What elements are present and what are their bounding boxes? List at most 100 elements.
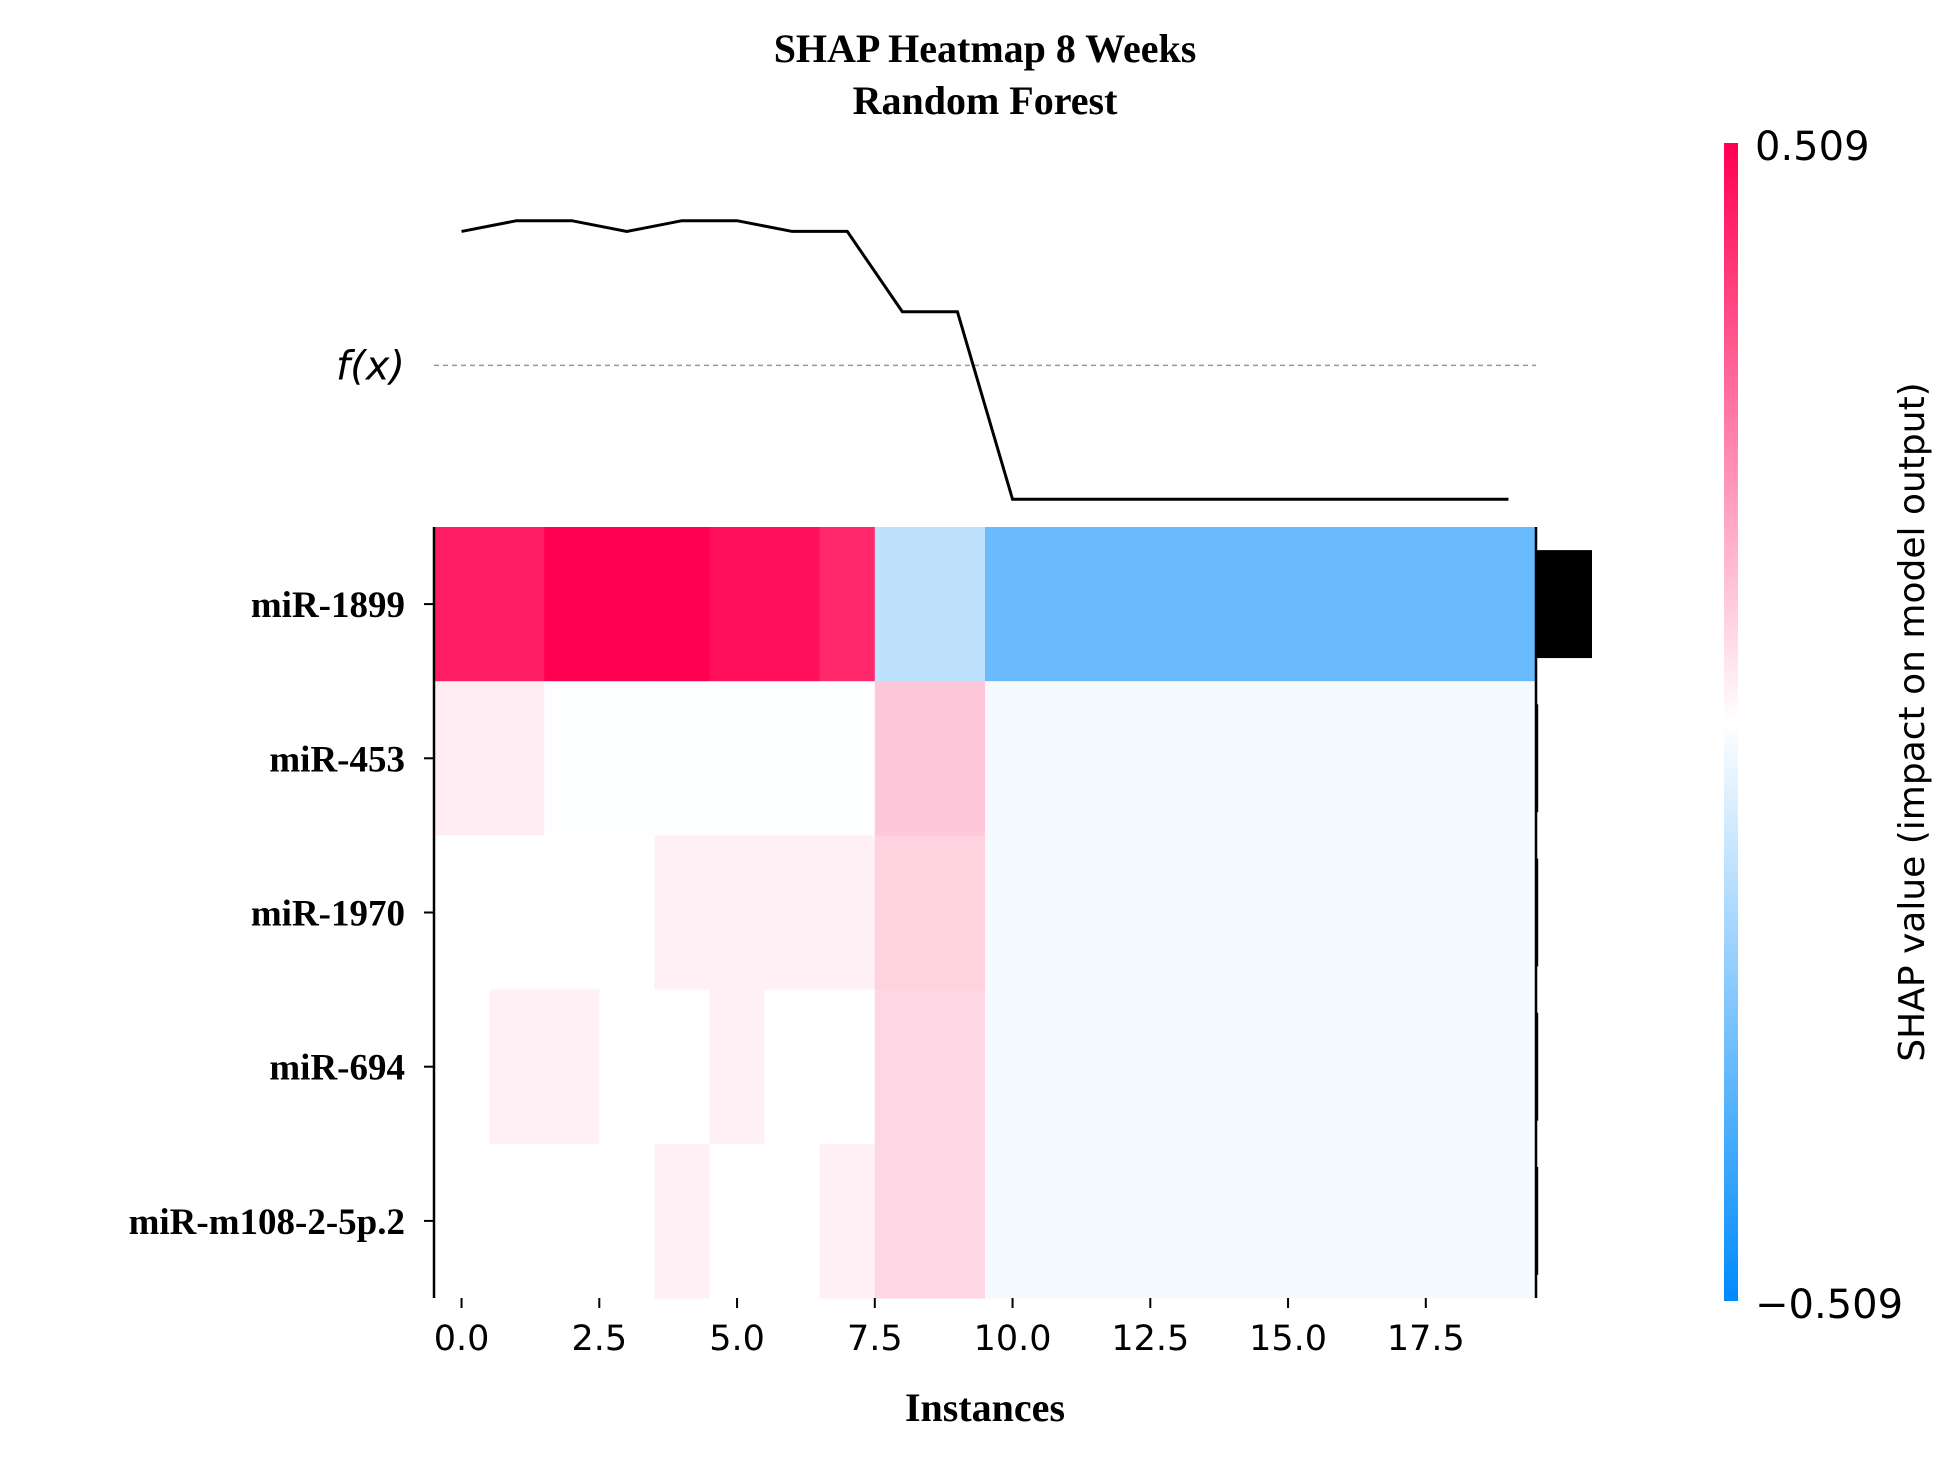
heatmap-cell — [764, 835, 821, 991]
heatmap-cell — [1095, 835, 1151, 991]
heatmap-cell — [1315, 1143, 1372, 1299]
feature-labels: miR-1899 miR-453 miR-1970 miR-694 miR-m108-2… — [129, 585, 434, 1243]
heatmap-cell — [1480, 527, 1537, 682]
heatmap-cell — [1205, 989, 1262, 1145]
heatmap-cell — [874, 1143, 931, 1299]
heatmap-cell — [599, 527, 655, 682]
heatmap-cell — [874, 527, 931, 682]
heatmap-cell — [544, 989, 600, 1145]
heatmap-cell — [434, 835, 490, 991]
heatmap-cell — [709, 989, 766, 1145]
heatmap-cell — [1370, 681, 1427, 836]
feature-label: miR-m108-2-5p.2 — [129, 1202, 405, 1243]
heatmap-cell — [1480, 1143, 1537, 1299]
fx-label: f(x) — [336, 343, 405, 389]
feature-label: miR-1970 — [251, 894, 405, 935]
heatmap-cell — [985, 835, 1041, 991]
heatmap-cell — [1425, 835, 1482, 991]
heatmap-cell — [434, 989, 490, 1145]
heatmap-cell — [929, 681, 986, 836]
heatmap-cell — [434, 1143, 490, 1299]
heatmap-cell — [654, 527, 711, 682]
x-tick-label: 12.5 — [1111, 1319, 1189, 1359]
heatmap-cell — [1370, 989, 1427, 1145]
heatmap-cell — [654, 1143, 711, 1299]
heatmap-cell — [985, 527, 1041, 682]
heatmap-cell — [764, 527, 821, 682]
x-axis-ticks: 0.0 2.5 5.0 7.5 10.0 12.5 15.0 17.5 — [434, 1298, 1465, 1359]
heatmap-cell — [874, 835, 931, 991]
heatmap-cell — [1370, 527, 1427, 682]
heatmap-cell — [1040, 835, 1096, 991]
heatmap-cell — [1205, 1143, 1262, 1299]
heatmap-cell — [1425, 527, 1482, 682]
heatmap-cell — [1370, 835, 1427, 991]
heatmap-cell — [544, 1143, 600, 1299]
heatmap-cell — [1205, 835, 1262, 991]
heatmap-panel — [434, 527, 1537, 1299]
heatmap-cell — [599, 681, 655, 836]
heatmap-cell — [1095, 989, 1151, 1145]
x-tick-label: 0.0 — [434, 1319, 490, 1359]
fx-line-panel: f(x) — [336, 219, 1536, 501]
heatmap-cell — [819, 835, 876, 991]
colorbar-axis-label: SHAP value (impact on model output) — [1892, 382, 1933, 1061]
heatmap-cell — [709, 681, 766, 836]
heatmap-cell — [1150, 1143, 1206, 1299]
heatmap-cell — [1205, 527, 1262, 682]
heatmap-cell — [1260, 835, 1317, 991]
colorbar-min-label: −0.509 — [1755, 1282, 1903, 1328]
heatmap-cell — [1040, 681, 1096, 836]
heatmap-cell — [1370, 1143, 1427, 1299]
heatmap-cell — [1480, 681, 1537, 836]
heatmap-cell — [599, 835, 655, 991]
heatmap-cell — [985, 681, 1041, 836]
heatmap-cell — [764, 681, 821, 836]
heatmap-cell — [929, 1143, 986, 1299]
heatmap-cell — [654, 835, 711, 991]
feature-importance-bars — [1536, 550, 1592, 1275]
feature-label: miR-453 — [269, 739, 405, 780]
x-tick-label: 15.0 — [1249, 1319, 1327, 1359]
x-tick-label: 17.5 — [1387, 1319, 1465, 1359]
heatmap-cell — [709, 835, 766, 991]
heatmap-cell — [434, 527, 490, 682]
heatmap-cell — [434, 681, 490, 836]
heatmap-cell — [654, 681, 711, 836]
heatmap-cell — [764, 989, 821, 1145]
heatmap-cell — [1040, 989, 1096, 1145]
heatmap-cell — [1150, 835, 1206, 991]
colorbar-max-label: 0.509 — [1755, 124, 1870, 170]
heatmap-cell — [1315, 681, 1372, 836]
heatmap-cell — [489, 989, 545, 1145]
heatmap-cell — [1260, 681, 1317, 836]
heatmap-cell — [1425, 989, 1482, 1145]
heatmap-cell — [1260, 1143, 1317, 1299]
heatmap-cell — [819, 527, 876, 682]
heatmap-cell — [1150, 527, 1206, 682]
importance-bar — [1536, 550, 1592, 659]
x-tick-label: 2.5 — [571, 1319, 627, 1359]
feature-label: miR-1899 — [251, 585, 405, 626]
heatmap-cell — [819, 1143, 876, 1299]
x-tick-label: 5.0 — [709, 1319, 765, 1359]
heatmap-cell — [544, 527, 600, 682]
heatmap-cell — [489, 1143, 545, 1299]
heatmap-cell — [1150, 989, 1206, 1145]
heatmap-cell — [599, 1143, 655, 1299]
heatmap-cell — [709, 527, 766, 682]
heatmap-cell — [985, 989, 1041, 1145]
heatmap-cell — [1480, 835, 1537, 991]
heatmap-cell — [544, 681, 600, 836]
chart-subtitle: Random Forest — [853, 78, 1118, 123]
heatmap-cell — [1040, 1143, 1096, 1299]
heatmap-cell — [489, 835, 545, 991]
heatmap-cell — [1260, 527, 1317, 682]
x-tick-label: 7.5 — [847, 1319, 903, 1359]
fx-line — [461, 219, 1509, 501]
x-axis-label: Instances — [905, 1385, 1065, 1430]
heatmap-cell — [489, 527, 545, 682]
feature-label: miR-694 — [269, 1048, 405, 1089]
heatmap-cell — [1425, 1143, 1482, 1299]
